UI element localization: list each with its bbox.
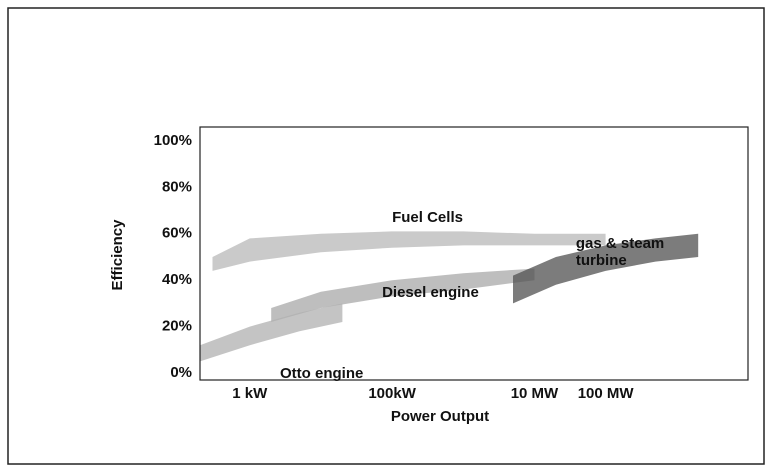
series-label: Otto engine [280,365,364,383]
x-axis-title: Power Output [391,408,489,425]
series-label: Diesel engine [382,284,479,302]
band [200,303,343,362]
band [212,231,606,271]
x-tick-label: 100 MW [578,385,635,402]
y-tick-label: 0% [170,364,192,381]
band [271,268,535,322]
y-tick-label: 20% [162,318,192,335]
y-tick-label: 80% [162,178,192,195]
series-label: gas & steam turbine [575,234,665,269]
band [513,233,699,304]
y-tick-label: 40% [162,271,192,288]
x-tick-label: 10 MW [511,385,559,402]
outer-frame [7,7,765,465]
y-tick-label: 100% [154,132,192,149]
y-tick-label: 60% [162,225,192,242]
series-label: Fuel Cells [392,209,463,227]
x-tick-label: 100kW [368,385,416,402]
plot-frame [199,126,749,381]
x-tick-label: 1 kW [232,385,268,402]
y-axis-title: Efficiency [109,219,126,291]
